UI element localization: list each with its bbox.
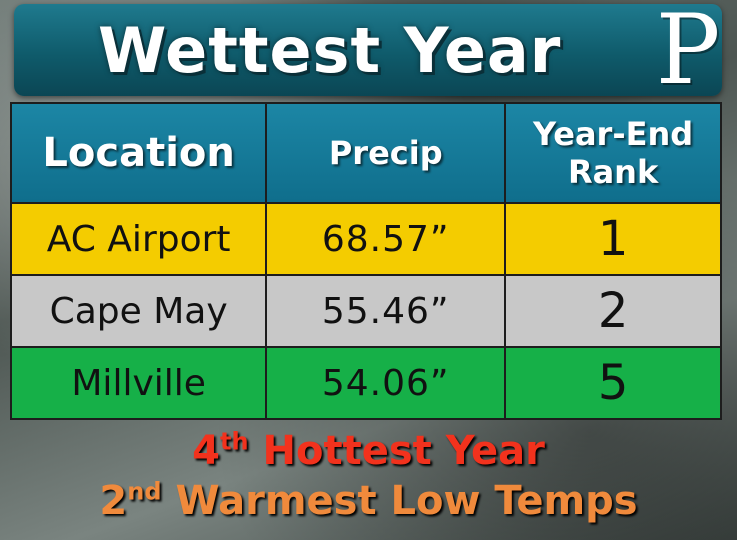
hottest-year-text: Hottest Year xyxy=(248,428,545,474)
hottest-year-number: 4 xyxy=(192,428,221,474)
column-header-rank-label: Year-End Rank xyxy=(533,115,694,191)
title-banner: Wettest Year P xyxy=(14,0,722,106)
hottest-year-caption: 4th Hottest Year xyxy=(0,428,737,474)
rainfall-table: Location Precip Year-End Rank AC Airport… xyxy=(9,102,722,420)
brand-logo: P xyxy=(655,0,721,106)
page-title: Wettest Year xyxy=(98,14,562,87)
table-header-row: Location Precip Year-End Rank xyxy=(9,102,722,204)
precip-cell: 54.06” xyxy=(265,346,507,420)
table-row: Millville 54.06” 5 xyxy=(9,346,722,420)
table-row: Cape May 55.46” 2 xyxy=(9,274,722,348)
column-header-precip: Precip xyxy=(265,102,507,204)
location-cell: Millville xyxy=(9,346,268,420)
table-row: AC Airport 68.57” 1 xyxy=(9,202,722,276)
location-cell: Cape May xyxy=(9,274,268,348)
rank-cell: 1 xyxy=(504,202,722,276)
warmest-lows-text: Warmest Low Temps xyxy=(161,478,638,524)
precip-cell: 68.57” xyxy=(265,202,507,276)
column-header-location: Location xyxy=(9,102,268,204)
warmest-lows-ordinal: nd xyxy=(127,477,162,506)
location-cell: AC Airport xyxy=(9,202,268,276)
hottest-year-ordinal: th xyxy=(220,427,249,456)
rank-cell: 2 xyxy=(504,274,722,348)
warmest-lows-number: 2 xyxy=(99,478,128,524)
rank-cell: 5 xyxy=(504,346,722,420)
warmest-lows-caption: 2nd Warmest Low Temps xyxy=(0,478,737,524)
precip-cell: 55.46” xyxy=(265,274,507,348)
column-header-rank: Year-End Rank xyxy=(504,102,722,204)
